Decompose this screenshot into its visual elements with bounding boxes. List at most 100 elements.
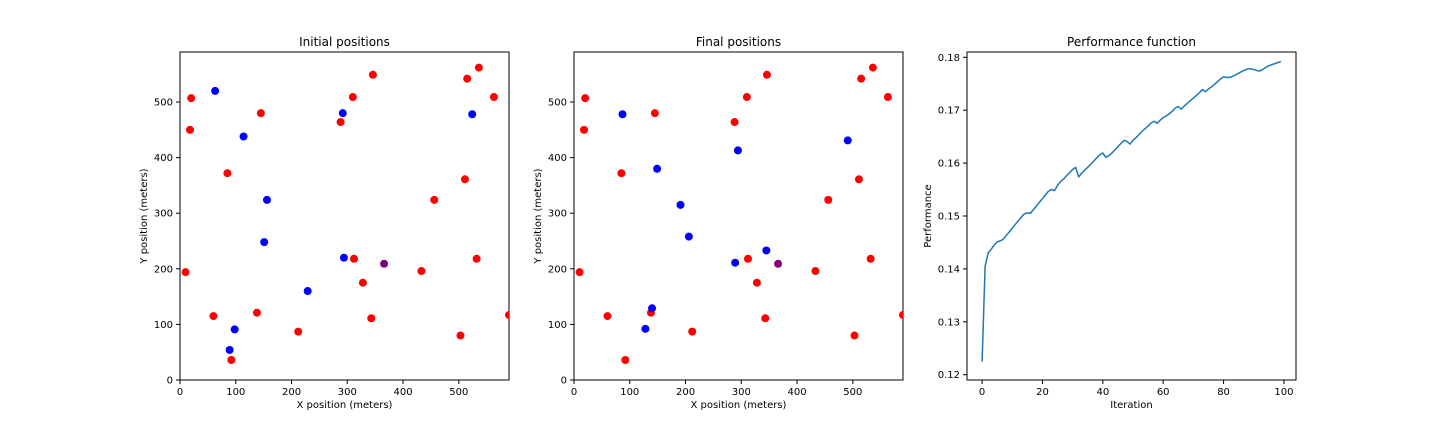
scatter-point	[618, 110, 627, 119]
scatter-point	[239, 132, 248, 141]
y-tick-label: 0.17	[938, 106, 960, 117]
scatter-point	[811, 267, 820, 276]
y-tick-label: 300	[154, 209, 173, 220]
scatter-point	[303, 287, 312, 296]
scatter-point	[617, 169, 626, 178]
x-tick-label: 20	[1036, 387, 1049, 398]
x-tick-label: 500	[449, 387, 468, 398]
scatter-point	[225, 345, 234, 354]
scatter-point	[899, 310, 903, 319]
scatter-point	[653, 164, 662, 173]
scatter-point	[260, 238, 269, 247]
plot-area	[181, 63, 509, 364]
scatter-point	[774, 259, 783, 268]
scatter-point	[684, 232, 693, 241]
scatter-point	[336, 118, 345, 127]
x-tick-label: 80	[1217, 387, 1230, 398]
scatter-point	[641, 324, 650, 333]
y-tick-label: 0.16	[938, 159, 960, 170]
scatter-point	[762, 70, 771, 79]
scatter-point	[580, 125, 589, 134]
scatter-point	[358, 278, 367, 287]
scatter-point	[252, 308, 261, 317]
x-tick-label: 60	[1157, 387, 1170, 398]
y-tick-label: 500	[154, 98, 173, 109]
scatter-point	[430, 195, 439, 204]
scatter-point	[843, 136, 852, 145]
plot-frame	[573, 51, 904, 381]
x-tick-label: 300	[338, 387, 357, 398]
plot-frame	[179, 51, 510, 381]
scatter-point	[417, 267, 426, 276]
x-tick-label: 40	[1096, 387, 1109, 398]
y-tick-label: 0	[167, 376, 173, 387]
x-tick-label: 100	[1274, 387, 1293, 398]
chart-title: Final positions	[696, 35, 781, 49]
x-tick-label: 0	[979, 387, 985, 398]
scatter-point	[824, 195, 833, 204]
scatter-point	[581, 94, 590, 103]
chart-3: Performance function 0 20 40 60 80 100 0.12 0.13…	[923, 35, 1297, 411]
scatter-point	[294, 327, 303, 336]
scatter-point	[460, 175, 469, 184]
y-tick-label: 400	[548, 153, 567, 164]
x-tick-label: 0	[571, 387, 577, 398]
x-tick-label: 400	[394, 387, 413, 398]
plot-area	[575, 63, 903, 364]
scatter-point	[472, 254, 481, 263]
x-tick-label: 300	[732, 387, 751, 398]
x-tick-label: 500	[843, 387, 862, 398]
chart-2: Final positions 0 100 200 300 400 500 0 100 200 30…	[533, 35, 904, 411]
scatter-point	[339, 253, 348, 262]
y-tick-label: 500	[548, 98, 567, 109]
y-tick-label: 200	[154, 264, 173, 275]
scatter-point	[209, 312, 218, 321]
scatter-point	[752, 278, 761, 287]
y-tick-label: 0.13	[938, 317, 960, 328]
scatter-point	[505, 310, 509, 319]
x-tick-label: 400	[788, 387, 807, 398]
scatter-point	[854, 175, 863, 184]
performance-line	[981, 60, 1282, 362]
plot-frame	[966, 51, 1297, 381]
scatter-point	[367, 314, 376, 323]
y-tick-label: 300	[548, 209, 567, 220]
scatter-point	[223, 169, 232, 178]
x-axis-label: Iteration	[1110, 400, 1152, 411]
scatter-point	[575, 268, 584, 277]
scatter-point	[489, 93, 498, 102]
scatter-point	[230, 325, 239, 334]
x-axis-label: X position (meters)	[297, 400, 393, 411]
scatter-point	[349, 254, 358, 263]
scatter-point	[648, 304, 657, 313]
chart-1: Initial positions 0 100 200 300 400 500 0 100 200…	[139, 35, 510, 411]
scatter-point	[762, 246, 771, 255]
scatter-point	[368, 70, 377, 79]
y-tick-label: 0	[561, 376, 567, 387]
x-tick-label: 100	[620, 387, 639, 398]
scatter-point	[883, 93, 892, 102]
scatter-point	[621, 355, 630, 364]
scatter-point	[380, 259, 389, 268]
y-tick-label: 0.15	[938, 212, 960, 223]
scatter-point	[348, 93, 357, 102]
scatter-point	[866, 254, 875, 263]
scatter-point	[463, 74, 472, 83]
y-tick-label: 0.18	[938, 53, 960, 64]
y-tick-label: 100	[548, 320, 567, 331]
x-tick-label: 100	[226, 387, 245, 398]
scatter-point	[868, 63, 877, 72]
x-tick-label: 0	[177, 387, 183, 398]
scatter-point	[211, 86, 220, 95]
y-tick-label: 100	[154, 320, 173, 331]
scatter-point	[730, 118, 739, 127]
scatter-point	[338, 109, 347, 118]
scatter-point	[256, 109, 265, 118]
y-tick-label: 400	[154, 153, 173, 164]
scatter-point	[676, 200, 685, 209]
scatter-point	[742, 93, 751, 102]
y-tick-label: 0.14	[938, 264, 960, 275]
y-tick-label: 0.12	[938, 370, 960, 381]
scatter-point	[857, 74, 866, 83]
